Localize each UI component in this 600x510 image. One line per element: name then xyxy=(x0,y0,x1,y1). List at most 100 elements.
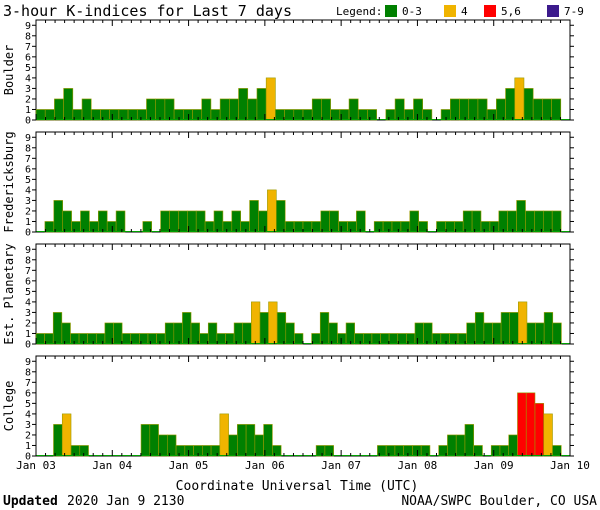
k-bar xyxy=(285,322,295,345)
k-bar xyxy=(552,322,562,345)
y-tick-label: 5 xyxy=(25,399,31,410)
legend-swatch-0-3 xyxy=(385,5,397,17)
k-bar xyxy=(53,424,63,457)
k-bar xyxy=(140,424,151,457)
k-bar xyxy=(258,210,268,233)
k-bar xyxy=(164,98,175,121)
y-tick-label: 5 xyxy=(25,63,31,74)
y-tick-label: 6 xyxy=(25,52,31,63)
y-tick-label: 8 xyxy=(25,367,31,378)
k-bar xyxy=(158,434,168,457)
k-bar xyxy=(201,98,212,121)
k-bar xyxy=(551,98,562,121)
k-bar xyxy=(249,200,259,233)
k-bar xyxy=(337,333,347,345)
k-bar xyxy=(505,88,516,121)
k-bar xyxy=(328,322,338,345)
y-axis-label: College xyxy=(2,381,16,432)
k-bar xyxy=(489,221,500,233)
k-bar xyxy=(302,221,313,233)
x-tick-label: Jan 04 xyxy=(92,459,132,472)
k-bar xyxy=(276,312,287,345)
k-bar xyxy=(182,312,192,345)
k-bar xyxy=(459,98,470,121)
k-bar xyxy=(284,221,295,233)
y-tick-label: 3 xyxy=(25,196,31,207)
k-bar xyxy=(464,424,475,457)
y-tick-label: 3 xyxy=(25,420,31,431)
y-tick-label: 3 xyxy=(25,308,31,319)
k-bar xyxy=(543,413,553,457)
k-bar xyxy=(160,210,170,233)
k-bar xyxy=(535,322,545,345)
panel-frame xyxy=(35,19,571,121)
k-bar xyxy=(293,109,304,121)
y-tick-label: 9 xyxy=(25,133,31,144)
k-bar xyxy=(44,221,55,233)
k-bar xyxy=(35,109,46,121)
k-bar xyxy=(90,109,101,121)
k-bar xyxy=(219,413,229,457)
k-bar xyxy=(275,109,285,121)
k-bar xyxy=(418,221,428,233)
k-bar xyxy=(71,221,81,233)
chart-title: 3-hour K-indices for Last 7 days xyxy=(3,2,292,20)
k-bar xyxy=(466,322,476,345)
k-bar xyxy=(210,445,221,457)
k-bar xyxy=(498,210,508,233)
k-bar xyxy=(184,445,194,457)
k-bar xyxy=(514,77,525,121)
k-bar xyxy=(542,210,553,233)
legend-text-4: 4 xyxy=(461,5,468,18)
k-bar xyxy=(164,322,175,345)
y-tick-label: 6 xyxy=(25,164,31,175)
k-bar xyxy=(202,445,212,457)
k-bar xyxy=(52,312,63,345)
y-tick-label: 1 xyxy=(25,329,31,340)
legend-text-7-9: 7-9 xyxy=(564,5,584,18)
k-bar xyxy=(320,210,330,233)
k-bar xyxy=(219,98,230,121)
k-bar xyxy=(167,434,177,457)
k-bar xyxy=(121,333,132,345)
k-bar xyxy=(523,88,534,121)
k-bar xyxy=(61,322,71,345)
y-tick-label: 2 xyxy=(25,94,31,105)
k-bar xyxy=(423,322,433,345)
y-tick-label: 8 xyxy=(25,255,31,266)
k-bar xyxy=(53,200,63,233)
y-tick-label: 0 xyxy=(25,228,31,239)
k-bar xyxy=(394,98,405,121)
k-bar xyxy=(284,109,295,121)
k-bar xyxy=(35,333,45,345)
k-bar xyxy=(62,210,72,233)
k-bar xyxy=(324,445,334,457)
k-bar xyxy=(356,210,366,233)
updated-value: 2020 Jan 9 2130 xyxy=(67,494,184,509)
k-bar xyxy=(247,98,258,121)
k-bar xyxy=(195,210,206,233)
k-bar xyxy=(222,221,233,233)
legend-text-0-3: 0-3 xyxy=(402,5,422,18)
k-bar xyxy=(228,434,238,457)
panel-frame xyxy=(35,355,571,457)
k-bar xyxy=(471,210,482,233)
legend-swatch-4 xyxy=(444,5,456,17)
k-bar xyxy=(525,210,535,233)
k-bar xyxy=(109,109,120,121)
k-bar xyxy=(238,88,249,121)
x-tick-label: Jan 05 xyxy=(169,459,209,472)
k-bar xyxy=(100,109,110,121)
k-bar xyxy=(480,221,491,233)
y-tick-label: 4 xyxy=(25,297,31,308)
k-bar xyxy=(231,210,242,233)
k-bar xyxy=(500,312,511,345)
y-tick-label: 7 xyxy=(25,42,31,53)
k-bar xyxy=(267,189,277,233)
k-bar xyxy=(450,98,460,121)
k-bar xyxy=(362,333,373,345)
y-tick-label: 2 xyxy=(25,430,31,441)
k-bar xyxy=(534,210,544,233)
k-bar xyxy=(420,445,431,457)
